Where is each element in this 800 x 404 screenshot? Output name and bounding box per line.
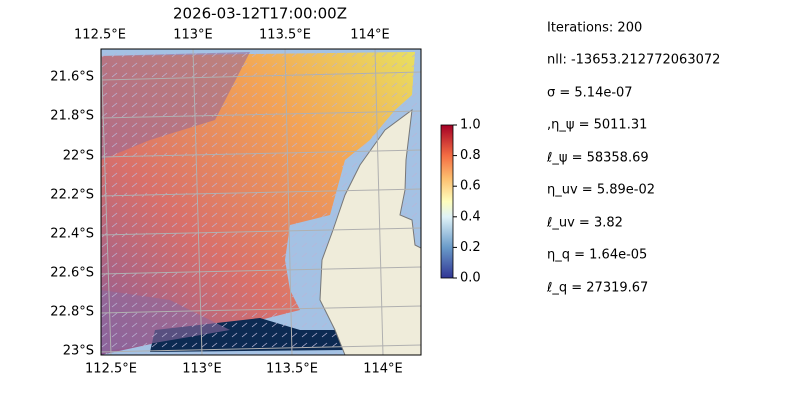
- lon-label-bottom: 112.5°E: [85, 362, 137, 377]
- colorbar-tick-label: 0.4: [460, 209, 481, 224]
- colorbar-tick-label: 1.0: [460, 118, 481, 133]
- lon-label-bottom: 113.5°E: [266, 362, 318, 377]
- lat-label: 21.6°S: [50, 70, 94, 85]
- param-text: ℓ_q = 27319.67: [546, 281, 648, 296]
- lon-label-bottom: 114°E: [363, 362, 403, 377]
- colorbar: [440, 124, 454, 279]
- lat-label: 22°S: [63, 149, 94, 164]
- colorbar-tick-label: 0.6: [460, 179, 481, 194]
- map: [101, 49, 421, 355]
- lon-label-bottom: 113°E: [182, 362, 222, 377]
- map-title: 2026-03-12T17:00:00Z: [173, 5, 347, 23]
- param-text: ℓ_ψ = 58358.69: [546, 151, 649, 166]
- colorbar-tick-label: 0.0: [460, 271, 481, 286]
- lat-label: 21.8°S: [50, 109, 94, 124]
- colorbar-tick-label: 0.2: [460, 240, 481, 255]
- param-text: σ = 5.14e-07: [547, 86, 633, 101]
- param-text: ,η_ψ = 5011.31: [547, 118, 647, 133]
- lat-label: 22.8°S: [50, 305, 94, 320]
- map-frame: [100, 48, 422, 356]
- lat-label: 22.6°S: [50, 266, 94, 281]
- lon-label-top: 114°E: [350, 28, 390, 43]
- param-text: η_q = 1.64e-05: [547, 248, 647, 263]
- colorbar-tick-label: 0.8: [460, 148, 481, 163]
- lat-label: 22.2°S: [50, 188, 94, 203]
- param-text: nll: -13653.212772063072: [547, 53, 720, 68]
- graticule: [101, 49, 421, 355]
- lon-label-top: 113°E: [173, 28, 213, 43]
- param-text: Iterations: 200: [547, 21, 642, 36]
- land: [319, 108, 421, 355]
- lon-label-top: 113.5°E: [259, 28, 311, 43]
- param-text: η_uv = 5.89e-02: [547, 183, 655, 198]
- lat-label: 22.4°S: [50, 227, 94, 242]
- param-text: ℓ_uv = 3.82: [546, 216, 623, 231]
- lon-label-top: 112.5°E: [74, 28, 126, 43]
- lat-label: 23°S: [63, 344, 94, 359]
